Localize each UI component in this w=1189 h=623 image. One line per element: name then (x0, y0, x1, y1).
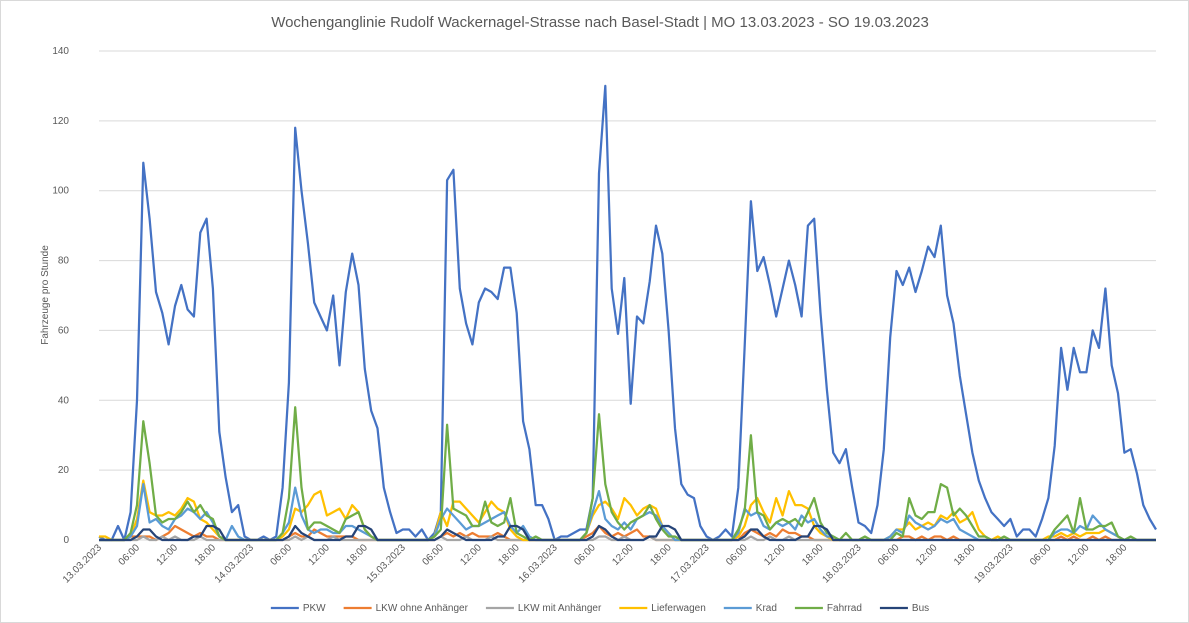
legend-label: LKW mit Anhänger (518, 603, 602, 614)
y-tick-label: 40 (58, 395, 70, 406)
series-line (99, 524, 1156, 542)
y-tick-label: 100 (52, 186, 69, 197)
y-tick-label: 120 (52, 116, 69, 127)
legend-label: Fahrrad (827, 603, 862, 614)
legend-label: Lieferwagen (651, 603, 705, 614)
y-tick-label: 60 (58, 325, 70, 336)
y-axis-label: Fahrzeuge pro Stunde (40, 245, 51, 345)
y-tick-label: 20 (58, 465, 70, 476)
chart-title: Wochenganglinie Rudolf Wackernagel-Stras… (271, 14, 929, 31)
legend-label: Krad (756, 603, 777, 614)
y-tick-label: 140 (52, 46, 69, 57)
legend-label: Bus (912, 603, 929, 614)
legend-label: LKW ohne Anhänger (376, 603, 469, 614)
y-tick-label: 80 (58, 256, 70, 267)
series-line (98, 84, 1157, 542)
legend-label: PKW (303, 603, 326, 614)
y-tick-label: 0 (63, 535, 69, 546)
